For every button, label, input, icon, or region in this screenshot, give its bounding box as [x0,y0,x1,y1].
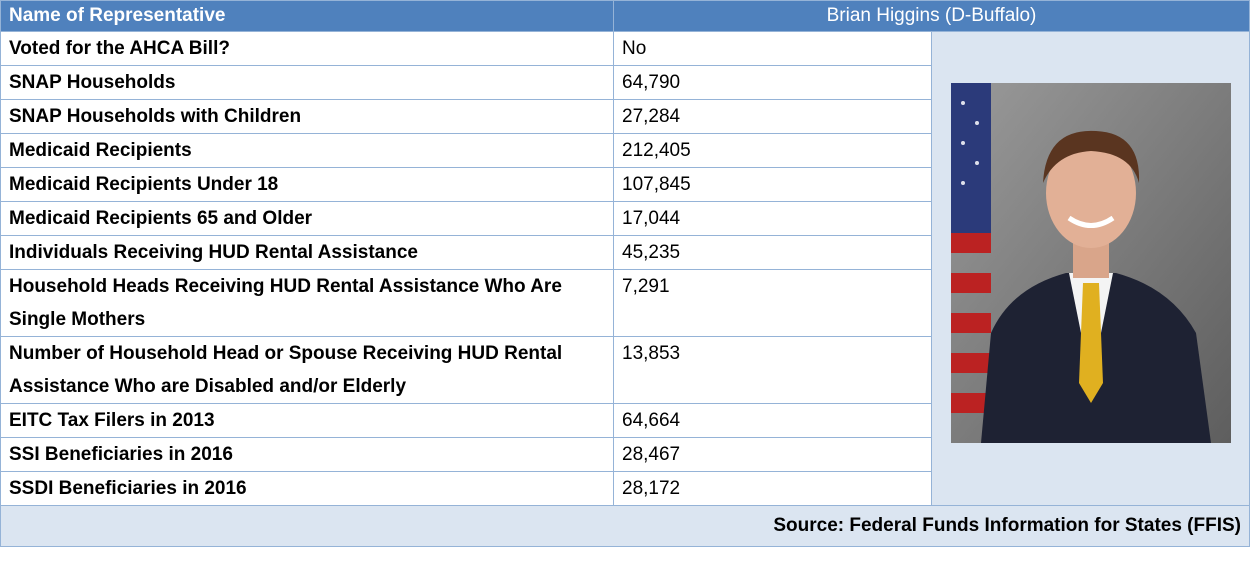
row-label: Number of Household Head or Spouse Recei… [0,336,614,404]
row-label: Medicaid Recipients Under 18 [0,167,614,202]
data-row: Medicaid Recipients 65 and Older 17,044 [0,201,1250,236]
data-row: Medicaid Recipients Under 18 107,845 [0,167,1250,202]
source-text: Source: Federal Funds Information for St… [0,505,1250,547]
data-row: SNAP Households with Children 27,284 [0,99,1250,134]
data-row: Medicaid Recipients 212,405 [0,133,1250,168]
row-value: 13,853 [613,336,932,404]
row-value: 45,235 [613,235,932,270]
row-label: Medicaid Recipients 65 and Older [0,201,614,236]
row-label: SNAP Households [0,65,614,100]
row-value: 212,405 [613,133,932,168]
data-row: Number of Household Head or Spouse Recei… [0,336,1250,404]
header-row: Name of Representative Brian Higgins (D-… [0,0,1250,32]
data-row: SSDI Beneficiaries in 2016 28,172 [0,471,1250,506]
data-row: SSI Beneficiaries in 2016 28,467 [0,437,1250,472]
row-value: 107,845 [613,167,932,202]
data-row: Household Heads Receiving HUD Rental Ass… [0,269,1250,337]
row-label: Medicaid Recipients [0,133,614,168]
portrait [950,83,1231,443]
row-label: SSI Beneficiaries in 2016 [0,437,614,472]
row-value: 28,172 [613,471,932,506]
row-label: Household Heads Receiving HUD Rental Ass… [0,269,614,337]
row-label: Individuals Receiving HUD Rental Assista… [0,235,614,270]
header-label: Name of Representative [0,0,614,32]
row-value: 17,044 [613,201,932,236]
row-value: 7,291 [613,269,932,337]
row-label: EITC Tax Filers in 2013 [0,403,614,438]
row-value: 64,664 [613,403,932,438]
data-row: Voted for the AHCA Bill? No [0,31,1250,506]
header-value: Brian Higgins (D-Buffalo) [613,0,1250,32]
row-value: No [613,31,932,66]
row-label: SSDI Beneficiaries in 2016 [0,471,614,506]
source-row: Source: Federal Funds Information for St… [0,505,1250,547]
row-value: 27,284 [613,99,932,134]
row-value: 28,467 [613,437,932,472]
row-value: 64,790 [613,65,932,100]
row-label: Voted for the AHCA Bill? [0,31,614,66]
representative-table: Name of Representative Brian Higgins (D-… [0,0,1250,547]
photo-cell [931,31,1250,506]
row-label: SNAP Households with Children [0,99,614,134]
